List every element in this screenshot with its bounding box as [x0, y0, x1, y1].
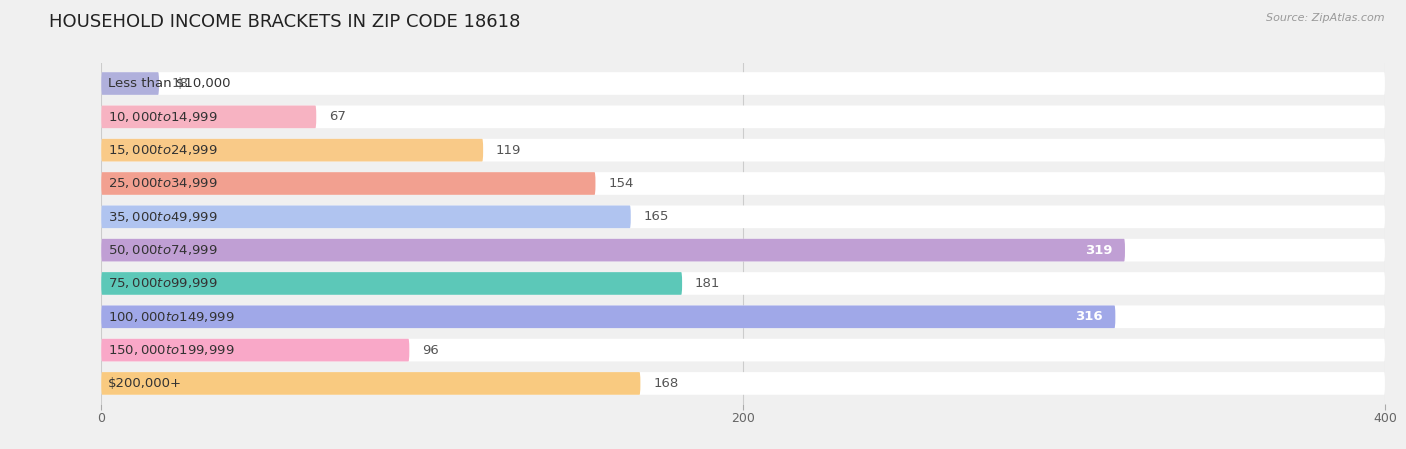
FancyBboxPatch shape [101, 372, 1385, 395]
FancyBboxPatch shape [101, 106, 316, 128]
FancyBboxPatch shape [101, 206, 631, 228]
Text: $35,000 to $49,999: $35,000 to $49,999 [108, 210, 218, 224]
FancyBboxPatch shape [101, 305, 1115, 328]
Text: Source: ZipAtlas.com: Source: ZipAtlas.com [1267, 13, 1385, 23]
FancyBboxPatch shape [101, 172, 1385, 195]
FancyBboxPatch shape [101, 139, 484, 162]
Text: $200,000+: $200,000+ [108, 377, 181, 390]
Text: 96: 96 [422, 343, 439, 357]
FancyBboxPatch shape [101, 272, 1385, 295]
Text: $75,000 to $99,999: $75,000 to $99,999 [108, 277, 218, 291]
Text: 316: 316 [1074, 310, 1102, 323]
FancyBboxPatch shape [101, 206, 1385, 228]
Text: Less than $10,000: Less than $10,000 [108, 77, 231, 90]
FancyBboxPatch shape [101, 72, 1385, 95]
Text: $25,000 to $34,999: $25,000 to $34,999 [108, 176, 218, 190]
FancyBboxPatch shape [101, 339, 1385, 361]
Text: 319: 319 [1084, 244, 1112, 257]
FancyBboxPatch shape [101, 139, 1385, 162]
Text: 18: 18 [172, 77, 188, 90]
FancyBboxPatch shape [101, 272, 682, 295]
Text: $10,000 to $14,999: $10,000 to $14,999 [108, 110, 218, 124]
FancyBboxPatch shape [101, 339, 409, 361]
FancyBboxPatch shape [101, 172, 596, 195]
FancyBboxPatch shape [101, 305, 1385, 328]
FancyBboxPatch shape [101, 372, 640, 395]
Text: $50,000 to $74,999: $50,000 to $74,999 [108, 243, 218, 257]
Text: 168: 168 [654, 377, 679, 390]
Text: 165: 165 [644, 210, 669, 223]
Text: 181: 181 [695, 277, 720, 290]
FancyBboxPatch shape [101, 106, 1385, 128]
Text: 154: 154 [609, 177, 634, 190]
Text: 119: 119 [496, 144, 522, 157]
Text: $15,000 to $24,999: $15,000 to $24,999 [108, 143, 218, 157]
Text: 67: 67 [329, 110, 346, 123]
Text: $100,000 to $149,999: $100,000 to $149,999 [108, 310, 235, 324]
FancyBboxPatch shape [101, 72, 159, 95]
FancyBboxPatch shape [101, 239, 1125, 261]
Text: HOUSEHOLD INCOME BRACKETS IN ZIP CODE 18618: HOUSEHOLD INCOME BRACKETS IN ZIP CODE 18… [49, 13, 520, 31]
FancyBboxPatch shape [101, 239, 1385, 261]
Text: $150,000 to $199,999: $150,000 to $199,999 [108, 343, 235, 357]
